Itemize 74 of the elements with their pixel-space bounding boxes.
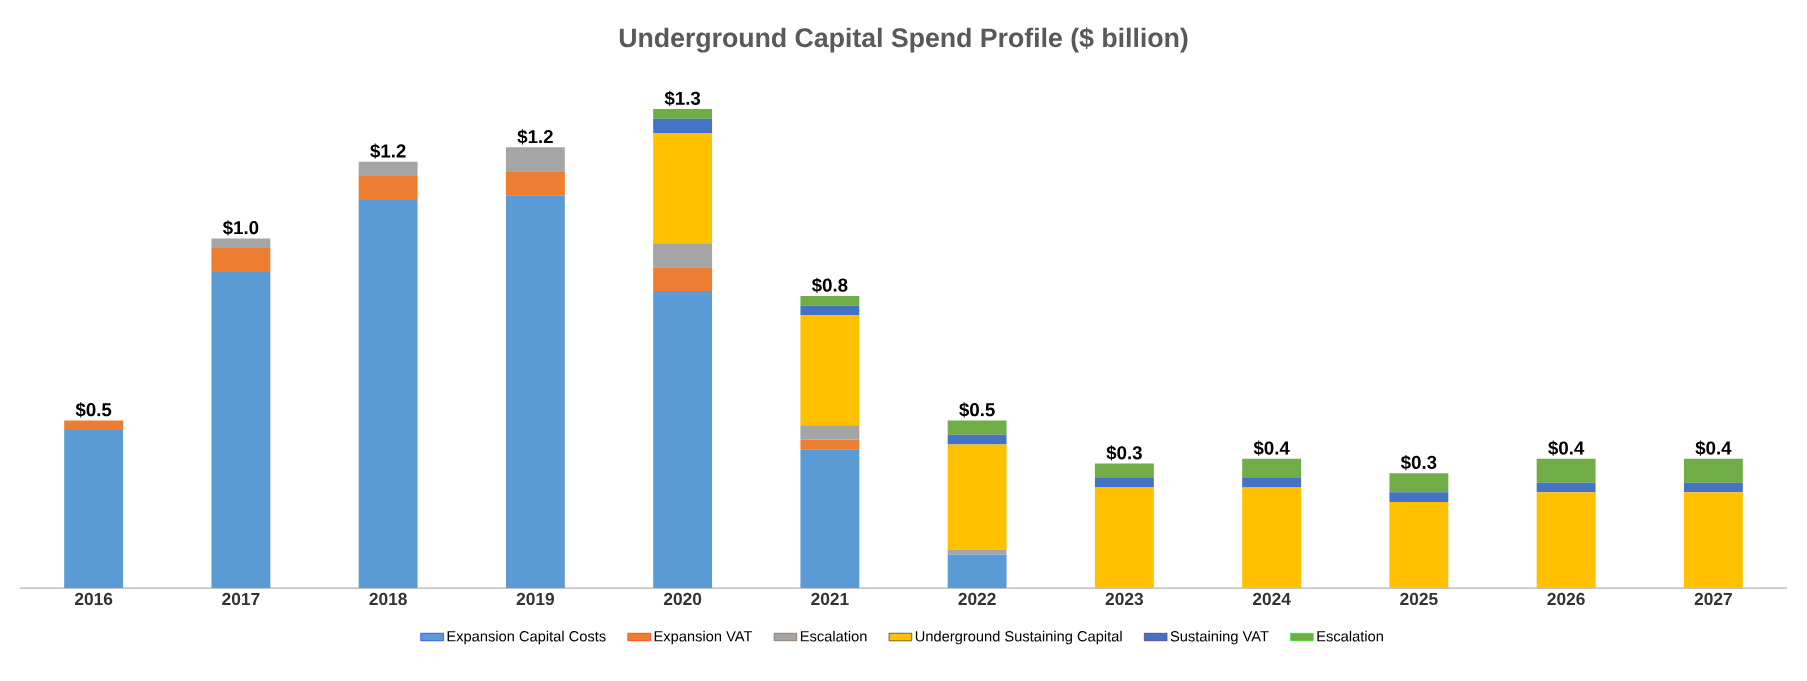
bar: [1683, 492, 1743, 588]
bar: [653, 118, 713, 133]
legend-label: Underground Sustaining Capital: [915, 630, 1122, 645]
total-label: $0.5: [75, 402, 112, 418]
bar: [1094, 477, 1154, 488]
bar: [1683, 458, 1743, 483]
total-label: $0.4: [1548, 440, 1585, 456]
total-label: $0.8: [811, 277, 848, 293]
x-tick-label: 2020: [663, 592, 702, 605]
bar: [800, 305, 860, 315]
total-label: $0.4: [1695, 440, 1732, 456]
x-tick-label: 2023: [1105, 592, 1144, 605]
total-label: $0.3: [1106, 445, 1142, 461]
bar: [800, 439, 860, 449]
bar: [358, 175, 418, 200]
x-tick-label: 2022: [958, 592, 996, 605]
bar: [947, 434, 1007, 445]
bar: [64, 429, 124, 588]
bar: [1242, 477, 1302, 488]
bar: [800, 425, 860, 440]
total-label: $0.5: [959, 402, 995, 418]
bar: [653, 242, 713, 267]
bar: [653, 132, 713, 243]
chart-title: Underground Capital Spend Profile ($ billion): [619, 26, 1188, 53]
bar: [1094, 463, 1154, 478]
bar: [1389, 492, 1449, 502]
x-tick-label: 2021: [811, 592, 849, 605]
bar: [1536, 458, 1596, 483]
bar: [505, 147, 565, 172]
bar: [211, 247, 271, 272]
legend-label: Expansion VAT: [654, 630, 753, 645]
x-tick-label: 2016: [74, 592, 113, 605]
bar: [505, 195, 565, 588]
total-label: $1.0: [222, 219, 259, 236]
bar: [653, 290, 713, 588]
x-tick-label: 2025: [1400, 592, 1438, 605]
bar: [653, 266, 713, 291]
bar: [1389, 501, 1449, 588]
bar: [947, 420, 1007, 435]
x-tick-label: 2019: [516, 592, 555, 605]
bar: [800, 448, 860, 588]
bar: [358, 199, 418, 588]
x-tick-label: 2027: [1694, 592, 1732, 605]
bar: [211, 271, 271, 588]
bar: [1242, 458, 1302, 478]
bar: [1536, 482, 1596, 493]
bar: [947, 444, 1007, 550]
bar: [800, 314, 860, 426]
bar: [800, 295, 860, 306]
bar: [1536, 492, 1596, 588]
legend-label: Escalation: [800, 630, 867, 642]
x-tick-label: 2024: [1252, 592, 1291, 605]
x-tick-label: 2026: [1547, 592, 1585, 605]
bar: [358, 161, 418, 176]
total-label: $1.3: [664, 90, 701, 106]
legend-label: Sustaining VAT: [1170, 630, 1269, 645]
bar: [64, 420, 124, 430]
bar: [505, 171, 565, 196]
bar: [653, 108, 713, 119]
total-label: $0.3: [1400, 454, 1437, 470]
legend-label: Escalation: [1317, 630, 1383, 642]
bar: [1242, 487, 1302, 588]
legend-label: Expansion Capital Costs: [447, 630, 606, 645]
bar: [1094, 487, 1154, 588]
bar: [211, 238, 271, 248]
bar: [947, 549, 1007, 555]
bar: [947, 554, 1007, 588]
x-tick-label: 2017: [222, 592, 260, 605]
x-tick-label: 2018: [369, 592, 407, 605]
bar: [1683, 482, 1743, 493]
total-label: $1.2: [517, 128, 553, 145]
total-label: $0.4: [1253, 440, 1290, 456]
total-label: $1.2: [370, 143, 406, 159]
bar: [1389, 472, 1449, 493]
